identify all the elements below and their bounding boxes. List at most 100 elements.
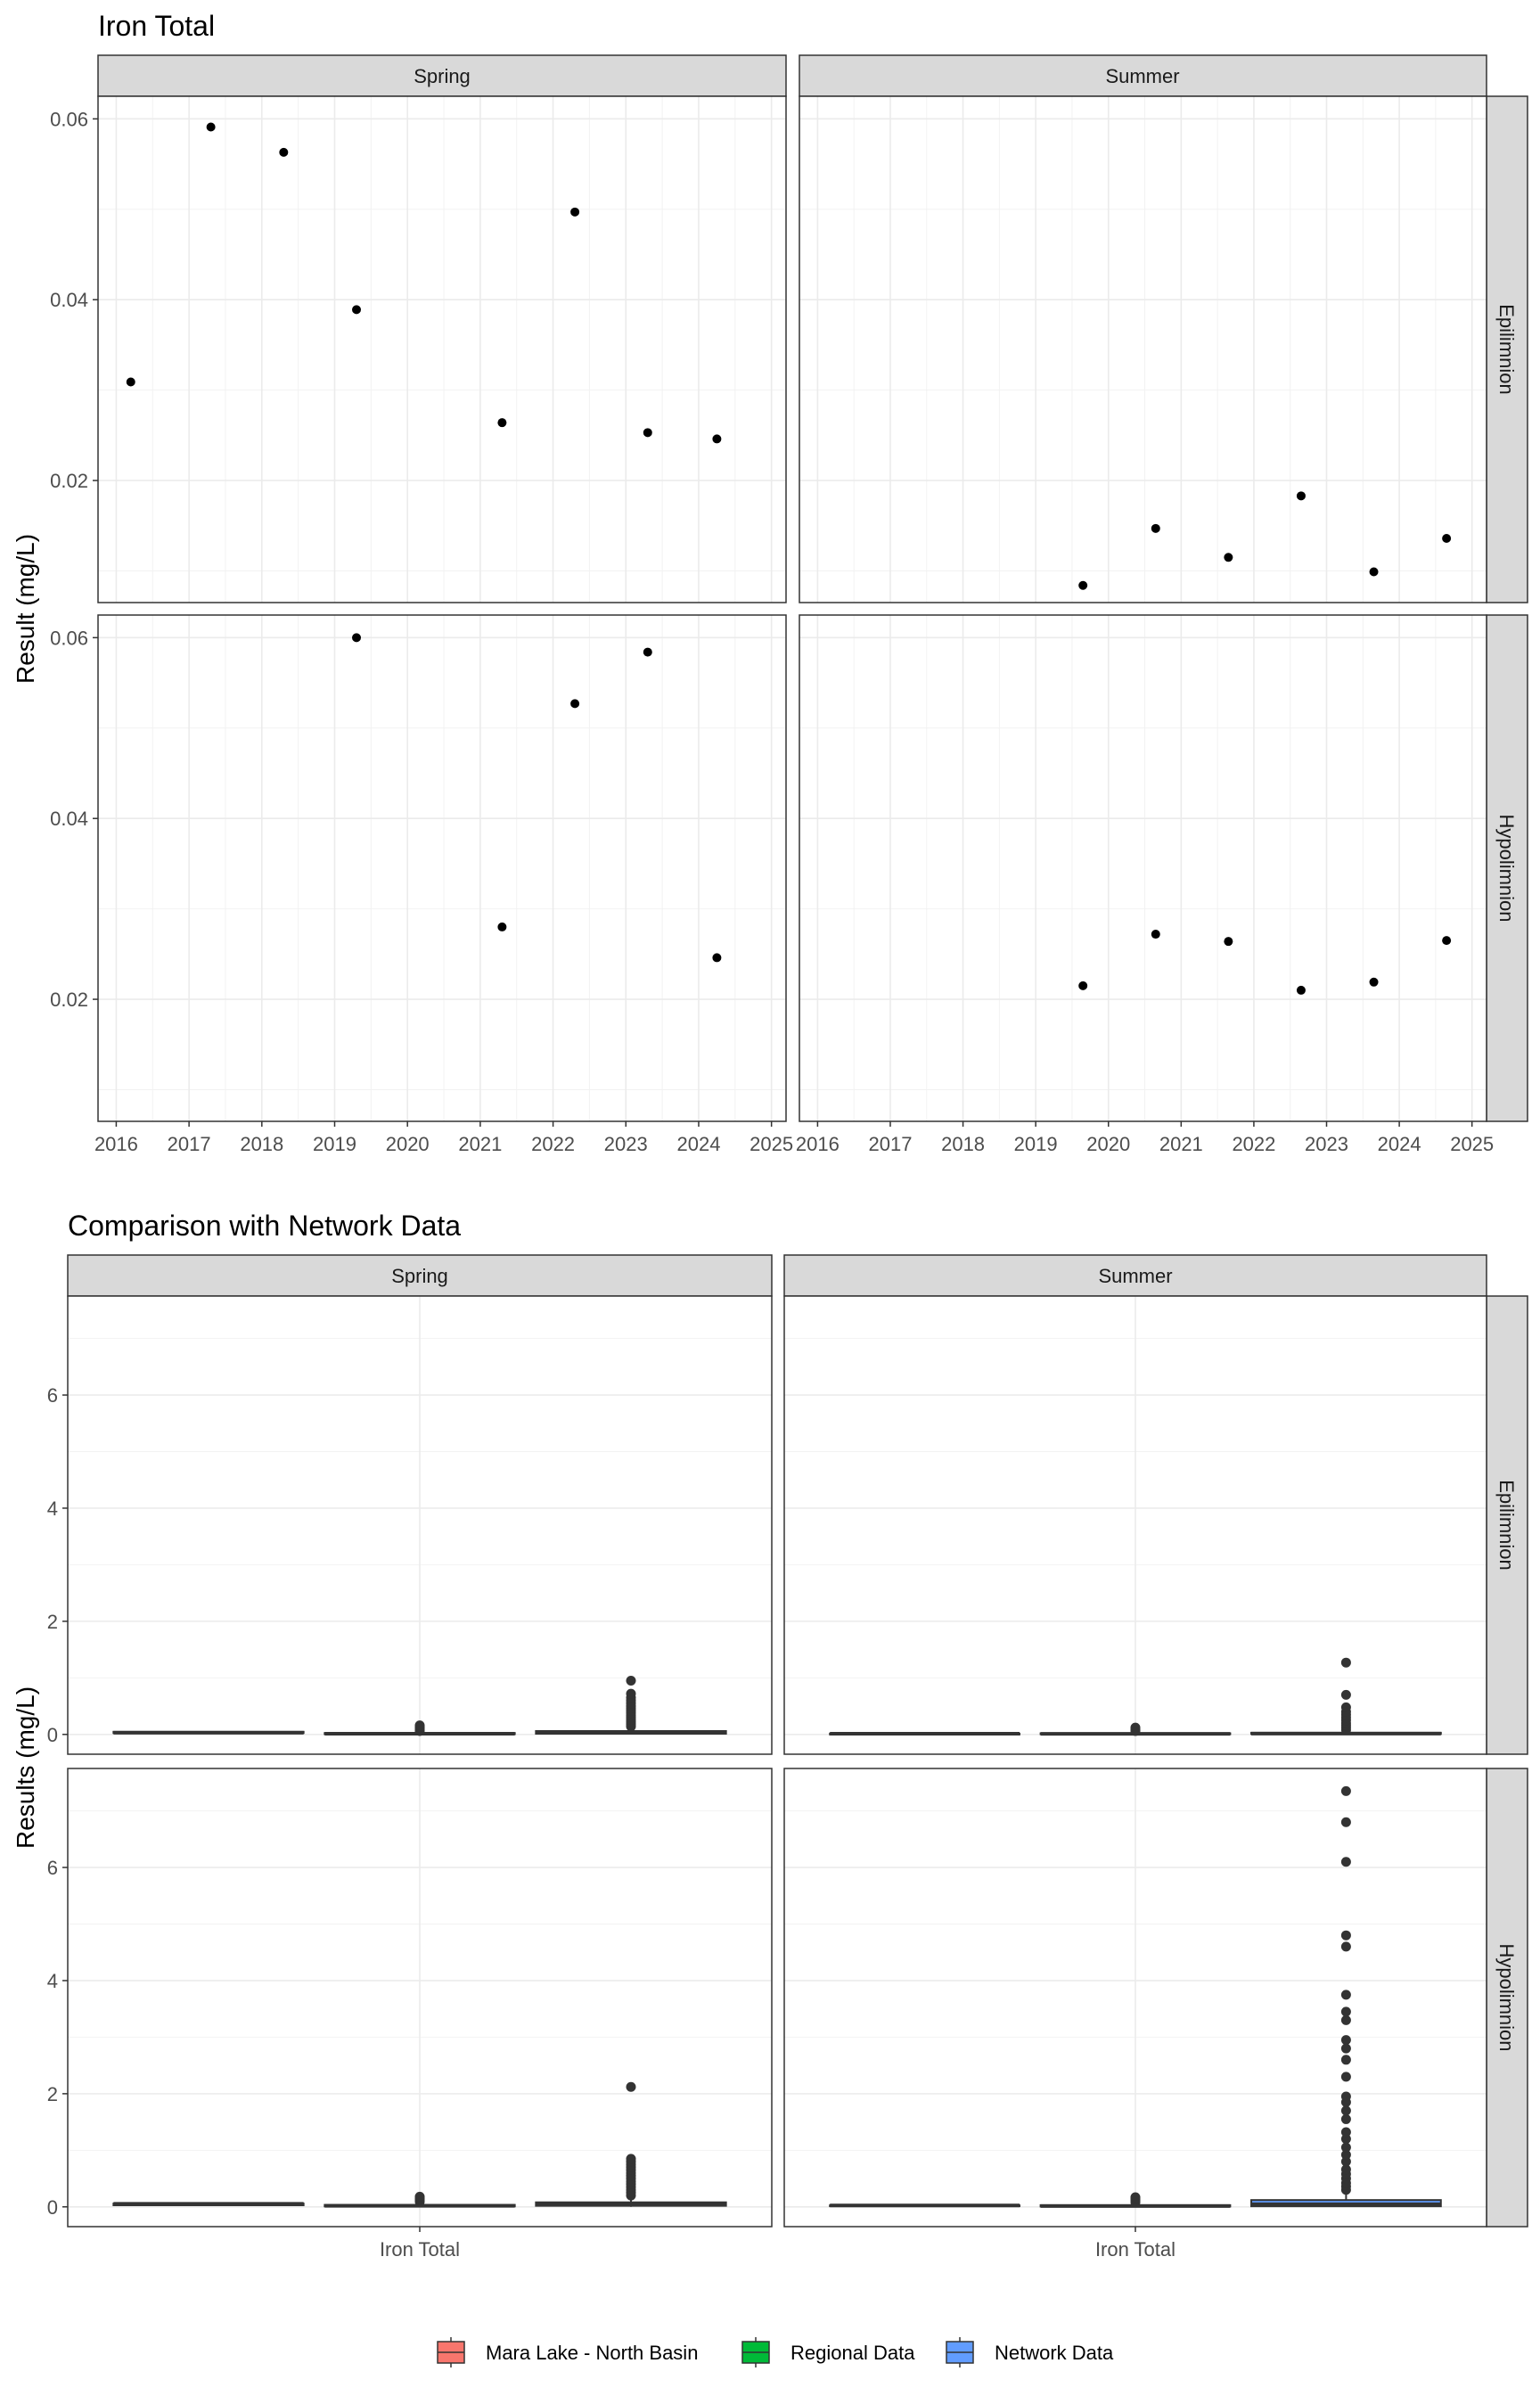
- box-outlier: [1340, 2149, 1351, 2160]
- box-outlier: [1130, 1722, 1141, 1733]
- x-tick-label: 2018: [240, 1133, 283, 1155]
- x-tick-label: 2024: [676, 1133, 720, 1155]
- data-point: [712, 434, 722, 444]
- panel-border: [799, 95, 1487, 603]
- box-outlier: [1340, 2014, 1351, 2025]
- box-mara-lake-north-basin: [829, 1732, 1020, 1736]
- box-outlier: [626, 1676, 636, 1686]
- box-outlier: [1340, 2035, 1351, 2046]
- panel-summer-hypolimnion: [799, 614, 1487, 1122]
- box-outlier: [626, 2154, 636, 2164]
- panel-spring-epilimnion: [97, 95, 787, 603]
- strip-background: [67, 1254, 773, 1297]
- y-tick-label: 6: [47, 1384, 58, 1407]
- data-point: [279, 147, 289, 157]
- data-point: [1442, 936, 1452, 946]
- box-mara-lake-north-basin: [112, 1730, 305, 1735]
- box-mara-lake-north-basin: [112, 2202, 305, 2207]
- box-outlier: [1340, 1689, 1351, 1700]
- x-tick-label: 2021: [1159, 1133, 1203, 1155]
- x-tick-label: 2024: [1378, 1133, 1421, 1155]
- panel-border: [67, 1295, 773, 1755]
- box-outlier: [414, 2191, 425, 2202]
- box-regional-data: [1039, 1722, 1232, 1736]
- box-outlier: [1340, 1941, 1351, 1952]
- x-tick-label: 2016: [94, 1133, 138, 1155]
- x-tick-label: 2022: [1232, 1133, 1275, 1155]
- strip-background: [783, 1254, 1487, 1297]
- chart-title: Iron Total: [98, 10, 215, 42]
- data-point: [352, 305, 362, 315]
- box-outlier: [1340, 2127, 1351, 2138]
- y-tick-label: 0.02: [50, 989, 88, 1011]
- data-point: [1151, 523, 1160, 533]
- y-tick-label: 0.06: [50, 627, 88, 649]
- x-tick-label: 2017: [168, 1133, 211, 1155]
- box-regional-data: [324, 1720, 516, 1736]
- box-outlier: [1340, 1785, 1351, 1796]
- panel-spring-epilimnion: [67, 1295, 773, 1755]
- strip-label-spring: Spring: [414, 65, 471, 87]
- y-tick-label: 0.06: [50, 108, 88, 130]
- y-tick-label: 6: [47, 1857, 58, 1879]
- box-outlier: [1340, 2055, 1351, 2065]
- data-point: [1296, 491, 1306, 501]
- box-outlier: [1340, 1657, 1351, 1668]
- box-outlier: [626, 1688, 636, 1699]
- box-outlier: [1340, 2043, 1351, 2054]
- data-point: [1151, 930, 1160, 940]
- data-point: [643, 428, 652, 438]
- y-tick-label: 2: [47, 1611, 58, 1633]
- data-point: [1078, 580, 1088, 590]
- x-tick-label: 2019: [1014, 1133, 1058, 1155]
- panel-background: [799, 615, 1487, 1121]
- data-point: [1369, 977, 1379, 987]
- box-outlier: [1340, 1702, 1351, 1712]
- y-axis-title: Result (mg/L): [12, 534, 39, 684]
- x-tick-label: 2023: [604, 1133, 648, 1155]
- box-outlier: [1340, 2134, 1351, 2145]
- data-point: [497, 922, 507, 931]
- panel-group: 0 2 4 6 0 2 4 6 Iron Total Iron Total: [47, 1295, 1487, 2261]
- panel-background: [799, 96, 1487, 603]
- data-point: [1369, 567, 1379, 577]
- panel-group: 0.02 0.04 0.06 0.02 0.04 0.06 2016 2017 2018 2019…: [50, 95, 1494, 1155]
- data-point: [1296, 985, 1306, 995]
- strip-background: [799, 54, 1487, 97]
- panel-summer-epilimnion: [783, 1295, 1487, 1755]
- x-tick-label: 2018: [941, 1133, 985, 1155]
- strip-label-epilimnion: Epilimnion: [1495, 304, 1518, 395]
- chart-title: Comparison with Network Data: [68, 1210, 461, 1242]
- strip-background: [1486, 1768, 1528, 2228]
- y-tick-label: 0: [47, 1724, 58, 1746]
- scatter-chart: Iron Total Spring Summer Epilimnion Hypo…: [12, 10, 1528, 1155]
- strip-label-epilimnion: Epilimnion: [1495, 1480, 1518, 1571]
- box-network-data: [1250, 1657, 1442, 1735]
- strip-background: [97, 54, 787, 97]
- strip-label-summer: Summer: [1105, 65, 1179, 87]
- data-point: [643, 647, 652, 657]
- data-point: [1442, 533, 1452, 543]
- panel-summer-epilimnion: [799, 95, 1487, 603]
- panel-background: [98, 615, 786, 1121]
- panel-border: [97, 95, 787, 603]
- box-outlier: [1340, 2113, 1351, 2124]
- panel-border: [97, 614, 787, 1122]
- data-point: [570, 699, 580, 709]
- x-tick-label: 2022: [531, 1133, 575, 1155]
- x-tick-label: 2021: [458, 1133, 502, 1155]
- data-point: [126, 377, 135, 387]
- box-regional-data: [1039, 2192, 1232, 2208]
- y-tick-label: 0.04: [50, 808, 88, 830]
- box-network-data: [535, 2081, 727, 2207]
- x-tick-label: 2020: [1086, 1133, 1130, 1155]
- box-outlier: [1340, 1990, 1351, 2000]
- y-tick-label: 0: [47, 2196, 58, 2219]
- y-axis-title: Results (mg/L): [12, 1686, 39, 1849]
- box-outlier: [1340, 2142, 1351, 2153]
- strip-background: [1486, 614, 1528, 1122]
- y-tick-label: 0.04: [50, 289, 88, 311]
- y-tick-label: 4: [47, 1498, 58, 1520]
